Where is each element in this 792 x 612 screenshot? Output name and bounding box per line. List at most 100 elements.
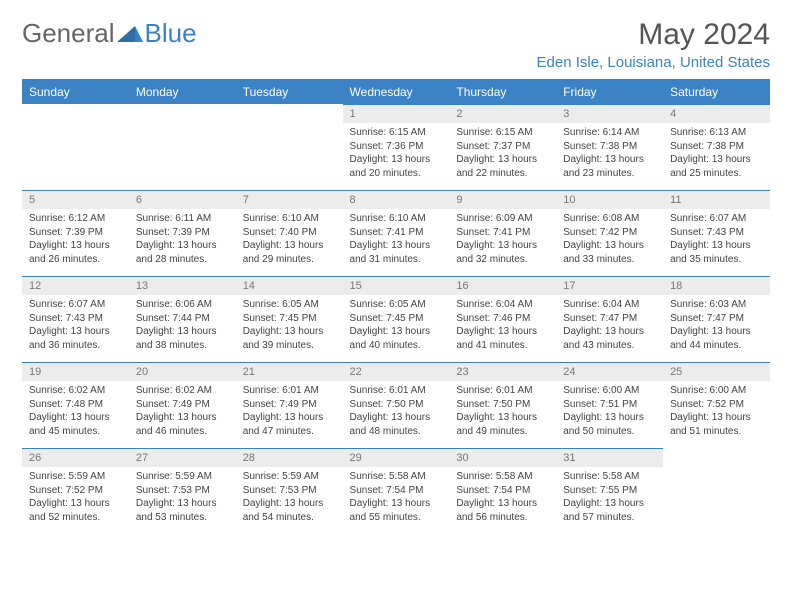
col-thursday: Thursday bbox=[449, 80, 556, 104]
logo-icon bbox=[117, 24, 143, 44]
day-body: Sunrise: 6:03 AMSunset: 7:47 PMDaylight:… bbox=[663, 295, 770, 358]
sunset-line: Sunset: 7:52 PM bbox=[29, 484, 122, 498]
calendar-cell: . bbox=[22, 104, 129, 190]
sunrise-line: Sunrise: 6:11 AM bbox=[136, 212, 229, 226]
daylight-line: Daylight: 13 hours and 28 minutes. bbox=[136, 239, 229, 266]
sunrise-line: Sunrise: 6:06 AM bbox=[136, 298, 229, 312]
day-body: Sunrise: 5:59 AMSunset: 7:53 PMDaylight:… bbox=[129, 467, 236, 530]
page-subtitle: Eden Isle, Louisiana, United States bbox=[537, 54, 770, 71]
calendar-cell: 10Sunrise: 6:08 AMSunset: 7:42 PMDayligh… bbox=[556, 190, 663, 276]
sunrise-line: Sunrise: 6:13 AM bbox=[670, 126, 763, 140]
daylight-line: Daylight: 13 hours and 38 minutes. bbox=[136, 325, 229, 352]
day-body: Sunrise: 6:00 AMSunset: 7:52 PMDaylight:… bbox=[663, 381, 770, 444]
sunset-line: Sunset: 7:49 PM bbox=[243, 398, 336, 412]
day-number: 19 bbox=[22, 362, 129, 381]
calendar-cell: . bbox=[663, 448, 770, 534]
day-number: 5 bbox=[22, 190, 129, 209]
sunset-line: Sunset: 7:46 PM bbox=[456, 312, 549, 326]
day-number: 13 bbox=[129, 276, 236, 295]
daylight-line: Daylight: 13 hours and 56 minutes. bbox=[456, 497, 549, 524]
day-number: 28 bbox=[236, 448, 343, 467]
sunrise-line: Sunrise: 5:59 AM bbox=[29, 470, 122, 484]
sunrise-line: Sunrise: 6:01 AM bbox=[350, 384, 443, 398]
sunrise-line: Sunrise: 6:09 AM bbox=[456, 212, 549, 226]
daylight-line: Daylight: 13 hours and 50 minutes. bbox=[563, 411, 656, 438]
calendar-cell: 19Sunrise: 6:02 AMSunset: 7:48 PMDayligh… bbox=[22, 362, 129, 448]
day-number: 10 bbox=[556, 190, 663, 209]
sunset-line: Sunset: 7:45 PM bbox=[350, 312, 443, 326]
day-body: Sunrise: 6:01 AMSunset: 7:49 PMDaylight:… bbox=[236, 381, 343, 444]
day-number: 29 bbox=[343, 448, 450, 467]
sunset-line: Sunset: 7:41 PM bbox=[350, 226, 443, 240]
day-number: 17 bbox=[556, 276, 663, 295]
day-body: Sunrise: 5:59 AMSunset: 7:53 PMDaylight:… bbox=[236, 467, 343, 530]
day-number: 22 bbox=[343, 362, 450, 381]
sunrise-line: Sunrise: 6:10 AM bbox=[243, 212, 336, 226]
daylight-line: Daylight: 13 hours and 33 minutes. bbox=[563, 239, 656, 266]
daylight-line: Daylight: 13 hours and 35 minutes. bbox=[670, 239, 763, 266]
sunset-line: Sunset: 7:53 PM bbox=[136, 484, 229, 498]
day-body: Sunrise: 6:02 AMSunset: 7:49 PMDaylight:… bbox=[129, 381, 236, 444]
calendar-cell: . bbox=[129, 104, 236, 190]
day-body: Sunrise: 6:00 AMSunset: 7:51 PMDaylight:… bbox=[556, 381, 663, 444]
sunrise-line: Sunrise: 6:10 AM bbox=[350, 212, 443, 226]
calendar-cell: 1Sunrise: 6:15 AMSunset: 7:36 PMDaylight… bbox=[343, 104, 450, 190]
daylight-line: Daylight: 13 hours and 54 minutes. bbox=[243, 497, 336, 524]
sunrise-line: Sunrise: 5:58 AM bbox=[563, 470, 656, 484]
day-body: Sunrise: 6:11 AMSunset: 7:39 PMDaylight:… bbox=[129, 209, 236, 272]
day-body: Sunrise: 6:14 AMSunset: 7:38 PMDaylight:… bbox=[556, 123, 663, 186]
calendar-cell: 15Sunrise: 6:05 AMSunset: 7:45 PMDayligh… bbox=[343, 276, 450, 362]
calendar-cell: 27Sunrise: 5:59 AMSunset: 7:53 PMDayligh… bbox=[129, 448, 236, 534]
sunset-line: Sunset: 7:50 PM bbox=[456, 398, 549, 412]
daylight-line: Daylight: 13 hours and 41 minutes. bbox=[456, 325, 549, 352]
daylight-line: Daylight: 13 hours and 43 minutes. bbox=[563, 325, 656, 352]
sunset-line: Sunset: 7:49 PM bbox=[136, 398, 229, 412]
sunrise-line: Sunrise: 5:58 AM bbox=[456, 470, 549, 484]
calendar-cell: 8Sunrise: 6:10 AMSunset: 7:41 PMDaylight… bbox=[343, 190, 450, 276]
calendar-cell: 14Sunrise: 6:05 AMSunset: 7:45 PMDayligh… bbox=[236, 276, 343, 362]
col-monday: Monday bbox=[129, 80, 236, 104]
col-tuesday: Tuesday bbox=[236, 80, 343, 104]
sunrise-line: Sunrise: 6:00 AM bbox=[670, 384, 763, 398]
calendar-cell: 12Sunrise: 6:07 AMSunset: 7:43 PMDayligh… bbox=[22, 276, 129, 362]
day-body: Sunrise: 6:15 AMSunset: 7:37 PMDaylight:… bbox=[449, 123, 556, 186]
calendar-row: 5Sunrise: 6:12 AMSunset: 7:39 PMDaylight… bbox=[22, 190, 770, 276]
sunset-line: Sunset: 7:50 PM bbox=[350, 398, 443, 412]
sunset-line: Sunset: 7:36 PM bbox=[350, 140, 443, 154]
daylight-line: Daylight: 13 hours and 39 minutes. bbox=[243, 325, 336, 352]
sunrise-line: Sunrise: 6:02 AM bbox=[136, 384, 229, 398]
calendar-cell: 28Sunrise: 5:59 AMSunset: 7:53 PMDayligh… bbox=[236, 448, 343, 534]
sunrise-line: Sunrise: 6:07 AM bbox=[670, 212, 763, 226]
sunset-line: Sunset: 7:47 PM bbox=[670, 312, 763, 326]
calendar-cell: 2Sunrise: 6:15 AMSunset: 7:37 PMDaylight… bbox=[449, 104, 556, 190]
col-wednesday: Wednesday bbox=[343, 80, 450, 104]
day-number: 21 bbox=[236, 362, 343, 381]
day-body: Sunrise: 6:13 AMSunset: 7:38 PMDaylight:… bbox=[663, 123, 770, 186]
calendar-row: 12Sunrise: 6:07 AMSunset: 7:43 PMDayligh… bbox=[22, 276, 770, 362]
sunrise-line: Sunrise: 5:59 AM bbox=[243, 470, 336, 484]
day-number: 4 bbox=[663, 104, 770, 123]
day-body: Sunrise: 6:04 AMSunset: 7:47 PMDaylight:… bbox=[556, 295, 663, 358]
daylight-line: Daylight: 13 hours and 29 minutes. bbox=[243, 239, 336, 266]
sunset-line: Sunset: 7:51 PM bbox=[563, 398, 656, 412]
day-number: 6 bbox=[129, 190, 236, 209]
sunrise-line: Sunrise: 5:59 AM bbox=[136, 470, 229, 484]
day-number: 15 bbox=[343, 276, 450, 295]
calendar-table: Sunday Monday Tuesday Wednesday Thursday… bbox=[22, 80, 770, 534]
sunrise-line: Sunrise: 6:04 AM bbox=[456, 298, 549, 312]
calendar-cell: 5Sunrise: 6:12 AMSunset: 7:39 PMDaylight… bbox=[22, 190, 129, 276]
sunset-line: Sunset: 7:48 PM bbox=[29, 398, 122, 412]
day-number: 20 bbox=[129, 362, 236, 381]
col-friday: Friday bbox=[556, 80, 663, 104]
calendar-cell: 7Sunrise: 6:10 AMSunset: 7:40 PMDaylight… bbox=[236, 190, 343, 276]
day-body: Sunrise: 6:07 AMSunset: 7:43 PMDaylight:… bbox=[663, 209, 770, 272]
sunrise-line: Sunrise: 6:01 AM bbox=[456, 384, 549, 398]
day-body: Sunrise: 6:05 AMSunset: 7:45 PMDaylight:… bbox=[343, 295, 450, 358]
day-body: Sunrise: 6:15 AMSunset: 7:36 PMDaylight:… bbox=[343, 123, 450, 186]
sunset-line: Sunset: 7:42 PM bbox=[563, 226, 656, 240]
day-number: 18 bbox=[663, 276, 770, 295]
day-number: 8 bbox=[343, 190, 450, 209]
daylight-line: Daylight: 13 hours and 52 minutes. bbox=[29, 497, 122, 524]
calendar-cell: 18Sunrise: 6:03 AMSunset: 7:47 PMDayligh… bbox=[663, 276, 770, 362]
daylight-line: Daylight: 13 hours and 47 minutes. bbox=[243, 411, 336, 438]
